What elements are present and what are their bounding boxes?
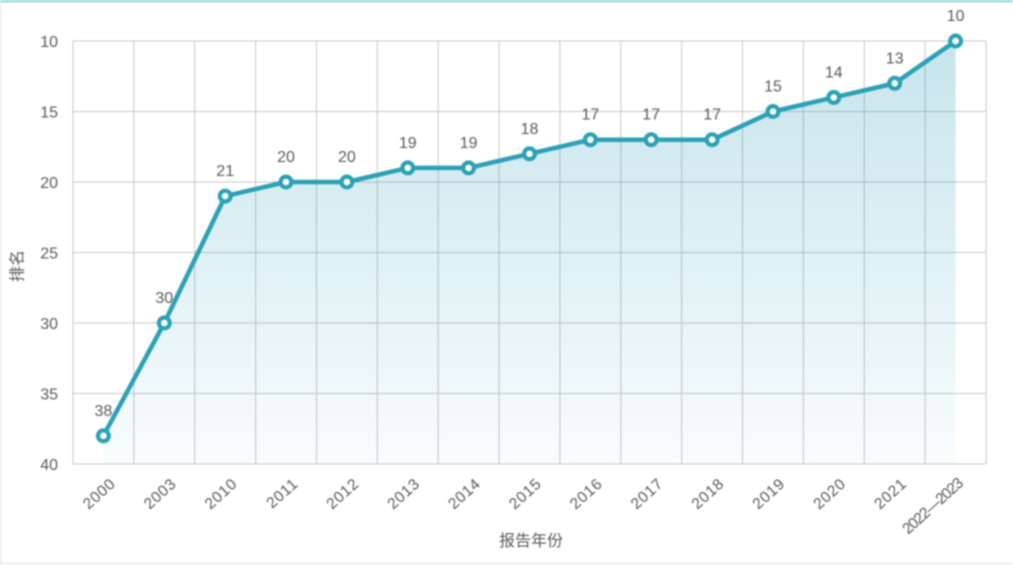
svg-text:25: 25 xyxy=(40,245,58,262)
svg-text:17: 17 xyxy=(703,107,721,124)
svg-text:18: 18 xyxy=(521,121,539,138)
svg-text:20: 20 xyxy=(338,149,356,166)
svg-text:38: 38 xyxy=(95,403,113,420)
svg-text:30: 30 xyxy=(40,316,58,333)
svg-text:排名: 排名 xyxy=(9,250,27,282)
svg-text:14: 14 xyxy=(825,64,843,81)
svg-text:19: 19 xyxy=(399,135,417,152)
svg-text:40: 40 xyxy=(40,457,58,474)
svg-text:10: 10 xyxy=(40,34,58,51)
svg-text:17: 17 xyxy=(582,107,600,124)
svg-text:10: 10 xyxy=(947,8,965,25)
svg-text:20: 20 xyxy=(40,175,58,192)
svg-text:15: 15 xyxy=(40,104,58,121)
svg-text:报告年份: 报告年份 xyxy=(499,532,563,550)
svg-text:20: 20 xyxy=(277,149,295,166)
svg-text:15: 15 xyxy=(764,79,782,96)
svg-text:30: 30 xyxy=(155,290,173,307)
svg-text:21: 21 xyxy=(216,163,234,180)
svg-text:13: 13 xyxy=(886,50,904,67)
svg-text:17: 17 xyxy=(642,107,660,124)
svg-text:35: 35 xyxy=(40,386,58,403)
svg-text:19: 19 xyxy=(460,135,478,152)
